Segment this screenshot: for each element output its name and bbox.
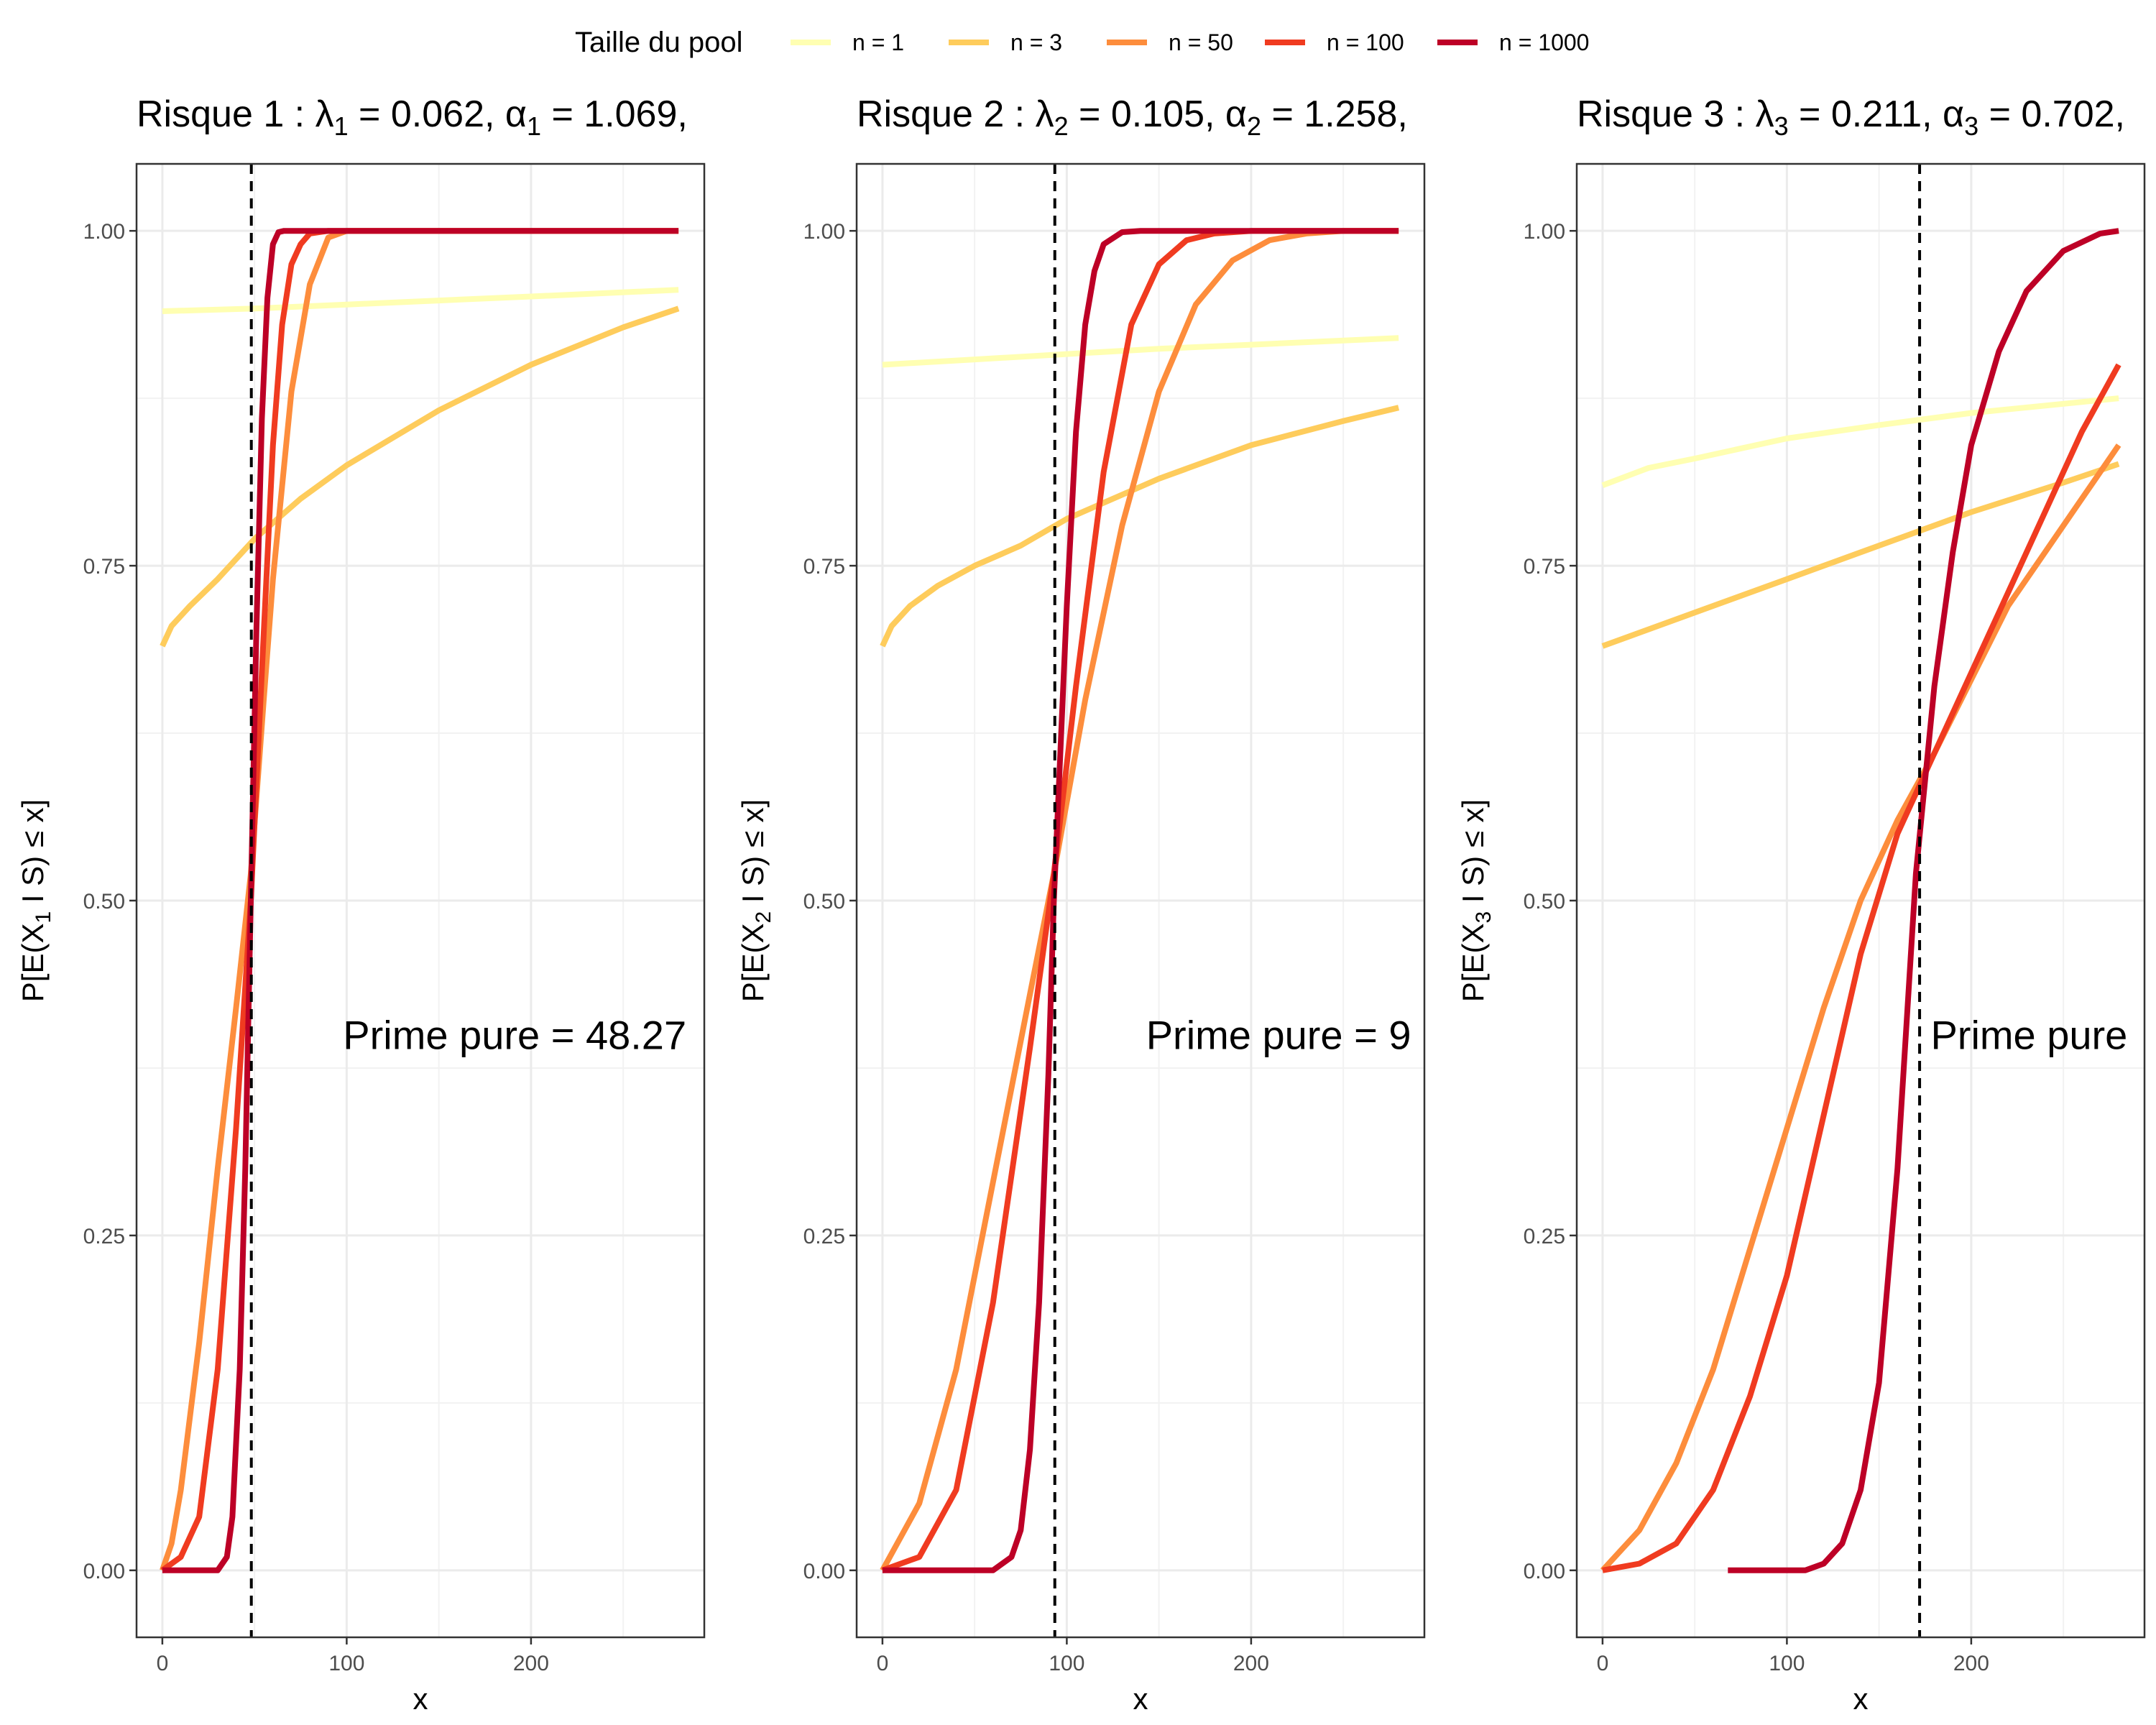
legend-label-5: n = 1000 xyxy=(1499,29,1589,55)
y-tick-label: 0.50 xyxy=(1524,890,1565,914)
y-tick-label: 0.75 xyxy=(803,555,845,579)
series-line-n3 xyxy=(880,405,1400,648)
x-axis-title: x xyxy=(1853,1682,1869,1716)
legend-label-2: n = 3 xyxy=(1010,29,1062,55)
series-line-n1000 xyxy=(882,228,1399,1573)
legend-label-3: n = 50 xyxy=(1169,29,1233,55)
series-line-n3 xyxy=(1601,461,2120,649)
x-tick-label: 200 xyxy=(513,1652,549,1675)
series-line-n1 xyxy=(1601,395,2119,489)
x-tick-label: 200 xyxy=(1233,1652,1269,1675)
x-tick-label: 0 xyxy=(157,1652,169,1675)
panel-risque-2: Prime pure = 9 0.00 0.25 0.50 0.75 1.00 0 100 20… xyxy=(736,93,1426,1716)
y-tick-label: 0.25 xyxy=(83,1225,125,1248)
series-group xyxy=(1600,228,2122,1573)
series-line-n50 xyxy=(1600,443,2122,1573)
y-tick-label: 1.00 xyxy=(803,220,845,244)
legend-label-4: n = 100 xyxy=(1327,29,1404,55)
annotation-prime-pure: Prime pure = 48.27 xyxy=(343,1012,686,1057)
y-tick-label: 0.00 xyxy=(1524,1560,1565,1583)
series-line-n1 xyxy=(162,287,679,314)
series-line-n100 xyxy=(881,228,1399,1573)
annotation-prime-pure: Prime pure xyxy=(1930,1012,2127,1057)
y-tick-label: 0.50 xyxy=(83,890,125,914)
series-group xyxy=(880,228,1400,1573)
y-tick-label: 0.75 xyxy=(1524,555,1565,579)
x-tick-label: 0 xyxy=(1597,1652,1609,1675)
legend: Taille du pool n = 1 n = 3 n = 50 n = 100 n … xyxy=(575,27,1589,58)
y-tick-label: 0.75 xyxy=(83,555,125,579)
x-tick-label: 100 xyxy=(1769,1652,1805,1675)
panel-title: Risque 2 : λ2 = 0.105, α2 = 1.258, xyxy=(857,93,1408,141)
y-tick-label: 1.00 xyxy=(1524,220,1565,244)
annotation-prime-pure: Prime pure = 9 xyxy=(1146,1012,1411,1057)
x-tick-label: 100 xyxy=(1049,1652,1084,1675)
y-tick-label: 0.50 xyxy=(803,890,845,914)
panel-risque-1: Prime pure = 48.27 0.00 0.25 0.50 0.75 1.00 0 1… xyxy=(16,93,706,1716)
legend-label-1: n = 1 xyxy=(852,29,904,55)
legend-title: Taille du pool xyxy=(575,27,743,58)
x-tick-label: 0 xyxy=(877,1652,889,1675)
series-line-n1000 xyxy=(1728,228,2119,1573)
x-tick-label: 200 xyxy=(1953,1652,1989,1675)
y-tick-label: 0.25 xyxy=(803,1225,845,1248)
y-tick-label: 1.00 xyxy=(83,220,125,244)
panel-title: Risque 3 : λ3 = 0.211, α3 = 0.702, xyxy=(1577,93,2125,141)
y-tick-label: 0.00 xyxy=(83,1560,125,1583)
series-line-n50 xyxy=(880,228,1399,1572)
y-tick-label: 0.25 xyxy=(1524,1225,1565,1248)
y-axis-title: P[E(X2 I S) ≤ x] xyxy=(736,799,775,1002)
y-axis-title: P[E(X1 I S) ≤ x] xyxy=(16,799,55,1002)
y-tick-label: 0.00 xyxy=(803,1560,845,1583)
series-line-n1000 xyxy=(162,228,679,1573)
x-tick-label: 100 xyxy=(328,1652,364,1675)
series-group xyxy=(160,228,680,1573)
series-line-n100 xyxy=(160,228,679,1573)
panel-risque-3: Prime pure 0.00 0.25 0.50 0.75 1.00 0 100 200 x P[… xyxy=(1456,93,2146,1716)
series-line-n3 xyxy=(160,305,680,648)
series-line-n100 xyxy=(1602,363,2122,1573)
y-axis-title: P[E(X3 I S) ≤ x] xyxy=(1456,799,1496,1002)
x-axis-title: x xyxy=(1133,1682,1148,1716)
series-line-n1 xyxy=(882,335,1399,368)
panel-title: Risque 1 : λ1 = 0.062, α1 = 1.069, xyxy=(137,93,688,141)
x-axis-title: x xyxy=(413,1682,428,1716)
